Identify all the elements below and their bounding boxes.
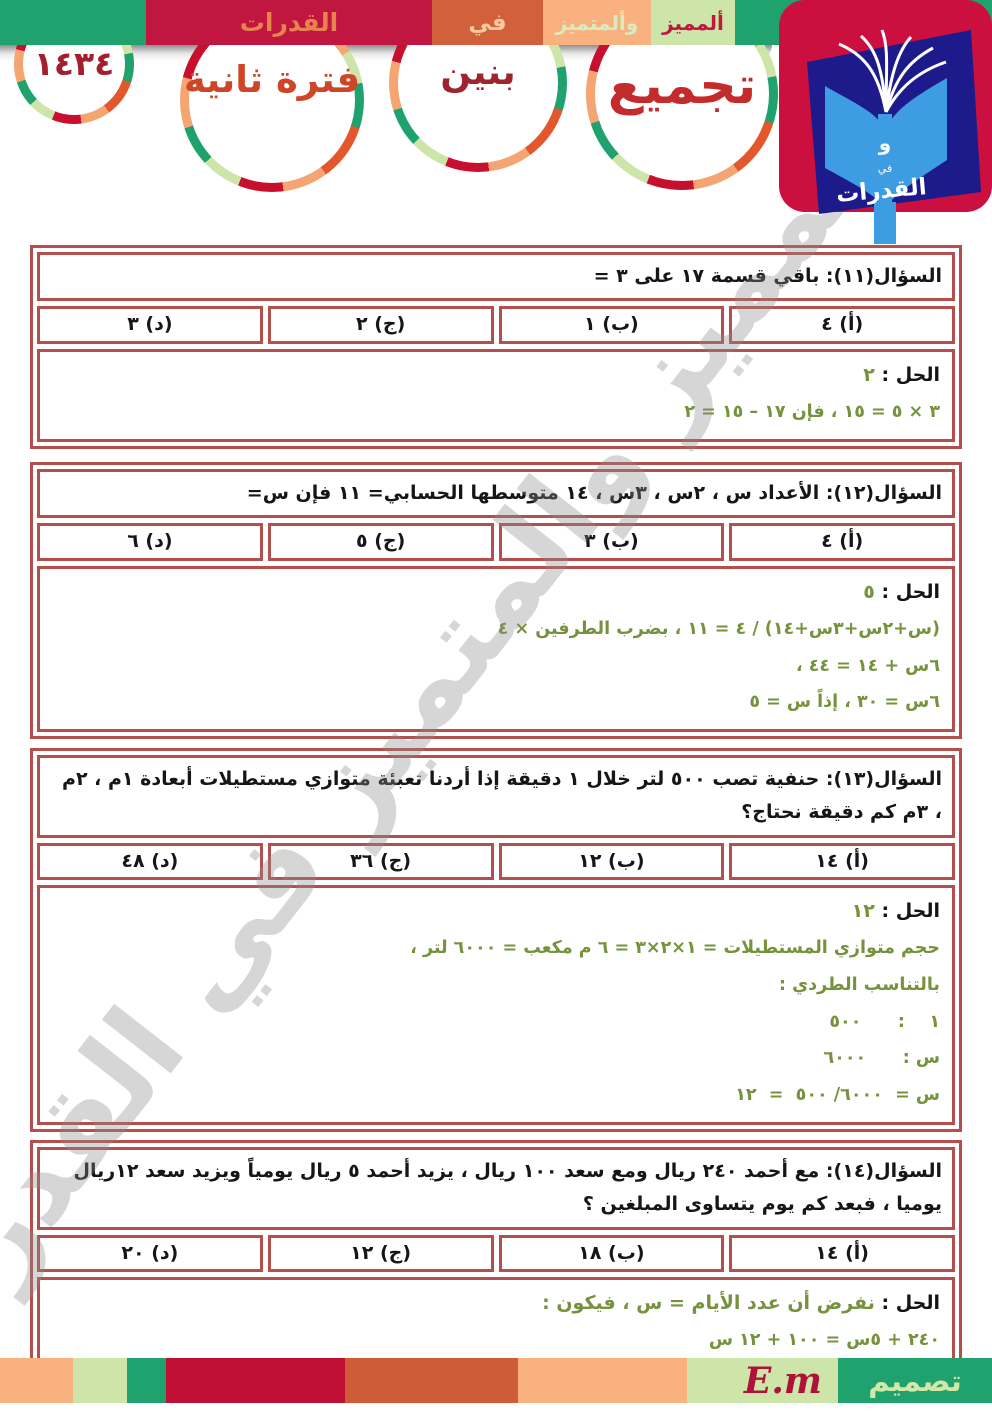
solution-label: الحل : — [881, 900, 940, 923]
banner-word-mutamayyiz: وألمتميز — [555, 10, 639, 35]
footer-signature-segment: E.m — [687, 1358, 838, 1403]
question-12-block: السؤال(١٢): الأعداد س ، ٢س ، ٣س ، ١٤ متو… — [30, 462, 962, 740]
book-logo-icon: و في القدرات — [807, 29, 981, 244]
question-14-option-d: (د) ٢٠ — [37, 1234, 263, 1273]
footer-segment — [127, 1358, 166, 1403]
question-14-option-a: (أ) ١٤ — [729, 1234, 955, 1273]
solution-answer: ٥ — [863, 580, 875, 603]
question-13-solution: الحل : ١٢ حجم متوازي المستطيلات = ١×٢×٣ … — [37, 885, 955, 1125]
question-13-option-d: (د) ٤٨ — [37, 842, 263, 881]
solution-label: الحل : — [881, 1292, 940, 1315]
question-13-option-b: (ب) ١٢ — [498, 842, 725, 881]
solution-answer: ١٢ — [851, 900, 875, 923]
question-11-option-b: (ب) ١ — [498, 306, 725, 344]
question-12-option-a: (أ) ٤ — [729, 523, 955, 561]
question-12-solution: الحل : ٥ (س+٢س+٣س+١٤) / ٤ = ١١ ، بضرب ال… — [37, 565, 955, 733]
question-11-option-a: (أ) ٤ — [729, 306, 955, 344]
footer-segment — [166, 1358, 345, 1403]
badge-boys-label: بنين — [440, 52, 516, 93]
question-13-block: السؤال(١٣): حنفية تصب ٥٠٠ لتر خلال ١ دقي… — [30, 748, 962, 1132]
banner-word-fi: في — [468, 9, 507, 36]
question-14-solution: الحل : نفرض أن عدد الأيام = س ، فيكون : … — [37, 1277, 955, 1370]
solution-step: ١ : ٥٠٠ — [829, 1011, 940, 1032]
footer-stripe: E.m تصميم — [0, 1358, 992, 1403]
badge-compilation-label: تجميع — [607, 56, 757, 116]
solution-step: س : ٦٠٠٠ — [823, 1048, 940, 1069]
question-11-option-c: (ج) ٢ — [267, 306, 494, 344]
banner-word-qudurat: القدرات — [239, 8, 339, 37]
logo-small-word: في — [878, 162, 892, 175]
footer-segment — [345, 1358, 518, 1403]
banner-segment-qudurat: القدرات — [146, 0, 432, 45]
question-14-option-c: (ج) ١٢ — [267, 1234, 494, 1273]
question-14-text: السؤال(١٤): مع أحمد ٢٤٠ ريال ومع سعد ١٠٠… — [37, 1147, 955, 1230]
question-11-text: السؤال(١١): باقي قسمة ١٧ على ٣ = — [37, 252, 955, 302]
footer-design-segment: تصميم — [838, 1358, 992, 1403]
design-label: تصميم — [868, 1363, 962, 1398]
badge-term-label: فترة ثانية — [183, 58, 361, 101]
question-11-block: السؤال(١١): باقي قسمة ١٧ على ٣ = (أ) ٤ (… — [30, 245, 962, 449]
solution-step: ٣ × ٥ = ١٥ ، فإن ١٧ – ١٥ = ٢ — [684, 401, 940, 422]
logo-panel: و في القدرات — [779, 0, 992, 244]
banner-segment-mumayyaz: ألمميز — [651, 0, 735, 45]
solution-answer: نفرض أن عدد الأيام = س ، فيكون : — [542, 1292, 875, 1315]
solution-step: ٢٤٠ + ٥س = ١٠٠ + ١٢ س — [708, 1330, 940, 1351]
footer-segment — [0, 1358, 73, 1403]
solution-label: الحل : — [881, 363, 940, 386]
banner-segment-fi: في — [432, 0, 543, 45]
question-13-text: السؤال(١٣): حنفية تصب ٥٠٠ لتر خلال ١ دقي… — [37, 755, 955, 838]
solution-step: ٦س = ٣٠ ، إذاً س = ٥ — [749, 692, 940, 713]
logo-middle-glyph: و — [878, 131, 891, 155]
footer-segment — [73, 1358, 127, 1403]
solution-step: حجم متوازي المستطيلات = ١×٢×٣ = ٦ م مكعب… — [410, 938, 940, 959]
question-14-option-b: (ب) ١٨ — [498, 1234, 725, 1273]
question-11-solution: الحل : ٢ ٣ × ٥ = ١٥ ، فإن ١٧ – ١٥ = ٢ — [37, 348, 955, 442]
question-12-option-b: (ب) ٣ — [498, 523, 725, 561]
question-12-option-c: (ج) ٥ — [267, 523, 494, 561]
question-11-option-d: (د) ٣ — [37, 306, 263, 344]
question-13-option-a: (أ) ١٤ — [729, 842, 955, 881]
badge-year-label: ١٤٣٤ — [33, 44, 115, 83]
footer-segment — [518, 1358, 687, 1403]
solution-step: (س+٢س+٣س+١٤) / ٤ = ١١ ، بضرب الطرفين × ٤ — [497, 618, 940, 639]
designer-signature: E.m — [743, 1359, 822, 1402]
question-12-text: السؤال(١٢): الأعداد س ، ٢س ، ٣س ، ١٤ متو… — [37, 469, 955, 519]
solution-step: س = ٦٠٠٠/ ٥٠٠ = ١٢ — [735, 1085, 940, 1106]
question-14-block: السؤال(١٤): مع أحمد ٢٤٠ ريال ومع سعد ١٠٠… — [30, 1140, 962, 1377]
solution-step: بالتناسب الطردي : — [778, 974, 940, 995]
banner-segment-mutamayyiz: وألمتميز — [543, 0, 651, 45]
solution-label: الحل : — [881, 580, 940, 603]
banner-segment-green — [0, 0, 146, 45]
question-12-option-d: (د) ٦ — [37, 523, 263, 561]
banner-word-mumayyaz: ألمميز — [662, 10, 724, 35]
solution-step: ٦س + ١٤ = ٤٤ ، — [795, 655, 940, 676]
question-13-option-c: (ج) ٣٦ — [267, 842, 494, 881]
solution-answer: ٢ — [863, 363, 875, 386]
